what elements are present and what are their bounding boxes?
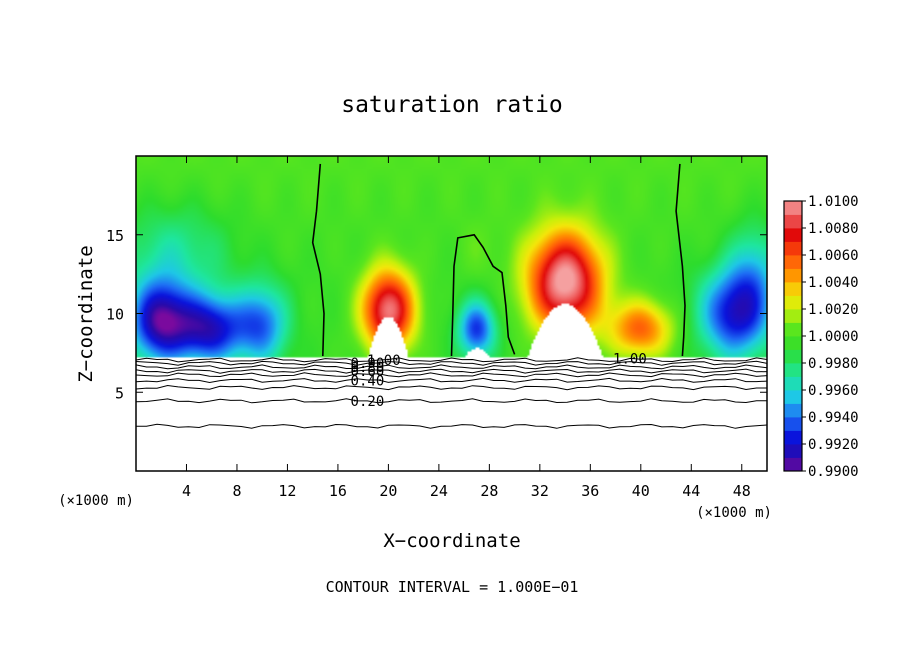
colorbar-label: 1.0100	[808, 194, 859, 210]
colorbar: 1.0100 1.0080 1.0060 1.0040 1.0020 1.0000 0.99…	[783, 194, 859, 480]
colorbar-label: 1.0020	[808, 302, 859, 318]
contour-line-lower-2	[135, 360, 768, 366]
contour-line-lower-4	[135, 368, 768, 374]
colorbar-bin	[784, 322, 802, 337]
colorbar-bin	[784, 417, 802, 431]
colorbar-label: 0.9900	[808, 464, 859, 480]
colorbar-bin	[784, 403, 802, 418]
heatmap-field	[136, 156, 767, 471]
contour-line-lower-3	[135, 364, 768, 370]
plot-area: 1.000.900.800.600.400.201.00 4 8 12 16 20 24 2…	[106, 155, 768, 500]
x-tick-label: 4	[182, 482, 191, 500]
colorbar-bin	[784, 363, 802, 377]
contour-label: 0.80	[351, 360, 385, 376]
y-tick-label: 5	[115, 384, 124, 402]
contour-label: 1.00	[367, 353, 401, 369]
x-tick-label: 32	[531, 482, 549, 500]
x-tick-label: 8	[232, 482, 241, 500]
contour-label: 0.60	[351, 364, 385, 380]
contour-line-lower-9	[135, 423, 768, 429]
colorbar-bin	[784, 376, 802, 391]
contour-line-1-00-3	[675, 163, 686, 357]
contour-line-lower-6	[135, 377, 768, 384]
colorbar-label: 1.0080	[808, 221, 859, 237]
contour-line-1-00-2	[450, 233, 516, 357]
x-axis-label: X−coordinate	[383, 530, 520, 552]
colorbar-bin	[784, 457, 802, 472]
x-unit-label-right: (×1000 m)	[696, 505, 772, 521]
contour-label: 1.00	[613, 351, 647, 367]
colorbar-bin	[784, 214, 802, 229]
colorbar-bin	[784, 255, 802, 269]
colorbar-label: 1.0060	[808, 248, 859, 264]
x-tick-label: 28	[480, 482, 498, 500]
contour-label: 0.20	[351, 394, 385, 410]
y-tick-label: 15	[106, 227, 124, 245]
contour-interval-footer: CONTOUR INTERVAL = 1.000E−01	[326, 578, 579, 596]
x-tick-label: 12	[278, 482, 296, 500]
colorbar-bin	[784, 241, 802, 256]
colorbar-bin	[784, 295, 802, 310]
colorbar-bin	[784, 268, 802, 283]
colorbar-label: 1.0040	[808, 275, 859, 291]
colorbar-label: 0.9980	[808, 356, 859, 372]
colorbar-bin	[784, 201, 802, 215]
colorbar-label: 0.9920	[808, 437, 859, 453]
x-tick-label: 40	[632, 482, 650, 500]
x-tick-label: 44	[682, 482, 700, 500]
colorbar-bin	[784, 390, 802, 404]
x-axis-ticks: 4 8 12 16 20 24 28 32 36 40 44 48	[182, 156, 751, 500]
colorbar-bin	[784, 282, 802, 296]
contour-line-lower-7	[135, 384, 767, 391]
colorbar-label: 0.9940	[808, 410, 859, 426]
colorbar-bin	[784, 228, 802, 242]
x-tick-label: 36	[581, 482, 599, 500]
chart-title: saturation ratio	[341, 92, 563, 118]
colorbar-label: 1.0000	[808, 329, 859, 345]
colorbar-label: 0.9960	[808, 383, 859, 399]
x-tick-label: 48	[733, 482, 751, 500]
y-axis-ticks: 5 10 15	[106, 227, 767, 402]
y-axis-label: Z−coordinate	[75, 245, 97, 382]
colorbar-bin	[784, 309, 802, 323]
contour-line-lower-5	[135, 372, 768, 378]
y-tick-label: 10	[106, 306, 124, 324]
colorbar-bin	[784, 444, 802, 458]
colorbar-bin	[784, 336, 802, 350]
contour-line-lower-8	[135, 398, 768, 404]
contour-line-lower-1	[135, 357, 768, 363]
x-tick-label: 20	[379, 482, 397, 500]
x-unit-label-left: (×1000 m)	[58, 493, 134, 509]
colorbar-bin	[784, 430, 802, 445]
contour-line-1-00-1	[311, 163, 325, 357]
x-tick-label: 24	[430, 482, 448, 500]
x-tick-label: 16	[329, 482, 347, 500]
colorbar-bin	[784, 349, 802, 364]
contour-label: 0.40	[351, 373, 385, 389]
contour-lines: 1.000.900.800.600.400.201.00	[135, 163, 768, 429]
